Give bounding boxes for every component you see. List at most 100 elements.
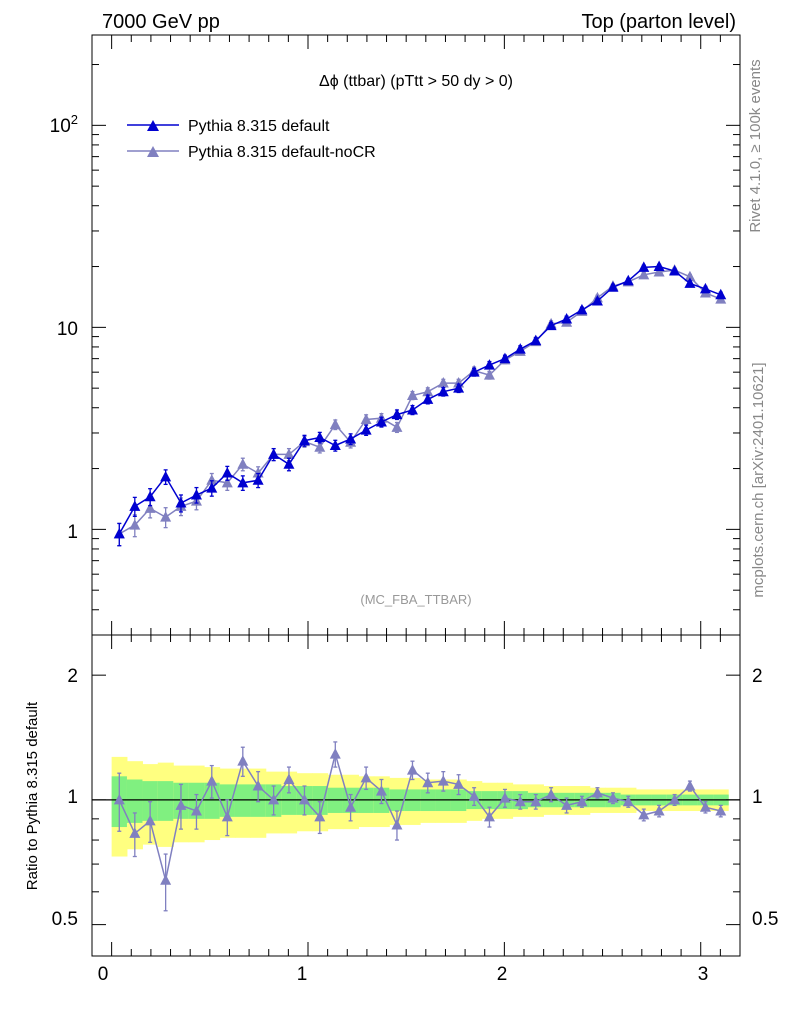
lower-axis-ticks	[92, 35, 740, 956]
ratio-tick-label-2: 2	[67, 666, 78, 687]
upper-axis-ticks	[92, 64, 740, 636]
default-point	[190, 488, 202, 500]
default-point	[360, 424, 372, 435]
default-point	[499, 352, 511, 364]
default-point	[252, 474, 264, 485]
ratio-nocr-point	[190, 805, 202, 816]
ratio-tick-label-1-right: 1	[752, 787, 763, 808]
lower-plot-frame	[91, 634, 741, 957]
ratio-nocr-point	[591, 786, 603, 798]
ratio-nocr-point	[237, 755, 249, 766]
ratio-nocr-point	[206, 775, 218, 786]
ratio-nocr-point	[638, 808, 650, 820]
ratio-nocr-point	[483, 810, 495, 822]
legend-label-default: Pythia 8.315 default	[188, 118, 330, 135]
default-point	[545, 319, 557, 331]
ratio-nocr-point	[345, 801, 357, 812]
default-point	[607, 281, 619, 292]
y-tick-label-100: 102	[50, 112, 78, 137]
default-point	[375, 416, 387, 427]
default-point	[653, 260, 665, 272]
ratio-nocr-point	[576, 795, 588, 807]
ratio-nocr-point	[530, 795, 542, 807]
nocr-point	[391, 421, 403, 432]
ratio-nocr-point	[437, 775, 449, 786]
ratio-nocr-point	[268, 793, 280, 805]
nocr-point	[406, 389, 418, 400]
ratio-nocr-point	[699, 801, 711, 812]
default-point	[591, 295, 603, 306]
ratio-nocr-point	[391, 818, 403, 830]
default-point	[144, 490, 156, 502]
nocr-point	[160, 511, 172, 522]
ratio-nocr-point	[561, 799, 573, 810]
default-point	[483, 359, 495, 370]
rivet-version-label: Rivet 4.1.0, ≥ 100k events	[747, 59, 764, 232]
default-point	[638, 261, 650, 272]
ratio-tick-label-0.5: 0.5	[52, 909, 78, 930]
default-point	[175, 497, 187, 508]
ratio-nocr-point	[113, 793, 125, 805]
ratio-y-axis-label: Ratio to Pythia 8.315 default	[24, 701, 41, 890]
default-point	[715, 288, 727, 300]
default-point	[268, 448, 280, 459]
ratio-nocr-point	[160, 874, 172, 885]
nocr-point	[237, 458, 249, 469]
nocr-point	[283, 448, 295, 459]
nocr-point	[144, 502, 156, 513]
nocr-point	[329, 418, 341, 430]
band-inner-segment	[157, 781, 174, 821]
ratio-nocr-point	[622, 795, 634, 807]
ratio-nocr-point	[453, 778, 465, 789]
default-point	[669, 265, 681, 276]
default-point	[345, 433, 357, 444]
nocr-point	[437, 377, 449, 388]
ratio-nocr-point	[406, 764, 418, 775]
legend-marker-nocr	[147, 146, 159, 157]
ratio-nocr-point	[221, 810, 233, 822]
default-point	[561, 312, 573, 324]
band-inner-segment	[142, 781, 159, 821]
default-point	[530, 334, 542, 346]
header-process: 7000 GeV pp	[102, 11, 220, 33]
nocr-point	[653, 265, 665, 277]
legend: Pythia 8.315 default Pythia 8.315 defaul…	[127, 118, 376, 161]
default-point	[699, 282, 711, 294]
ratio-tick-label-1: 1	[67, 787, 78, 808]
y-tick-label-10: 10	[57, 319, 78, 340]
ratio-nocr-point	[329, 748, 341, 759]
default-point	[684, 277, 696, 288]
nocr-point	[314, 441, 326, 452]
upper-series-group	[113, 260, 727, 547]
ratio-nocr-line	[118, 751, 721, 881]
ratio-nocr-point	[375, 785, 387, 796]
plot-title: Δϕ (ttbar) (pTtt > 50 dy > 0)	[319, 73, 513, 90]
nocr-point	[221, 476, 233, 488]
default-point	[391, 408, 403, 420]
default-point	[221, 467, 233, 478]
ratio-nocr-point	[468, 790, 480, 801]
ratio-nocr-point	[499, 792, 511, 803]
nocr-point	[129, 519, 141, 530]
default-line	[118, 265, 722, 535]
default-point	[283, 458, 295, 469]
default-point	[468, 366, 480, 377]
legend-label-nocr: Pythia 8.315 default-noCR	[188, 144, 376, 161]
default-point	[113, 527, 125, 539]
ratio-nocr-point	[252, 780, 264, 791]
x-tick-label-0: 0	[98, 964, 109, 985]
ratio-nocr-point	[283, 773, 295, 784]
ratio-nocr-point	[715, 805, 727, 816]
ratio-nocr-point	[653, 805, 665, 816]
nocr-point	[483, 369, 495, 380]
ratio-nocr-point	[360, 771, 372, 783]
nocr-point	[422, 385, 434, 397]
default-point	[622, 274, 634, 286]
x-tick-label-1: 1	[297, 964, 308, 985]
default-point	[206, 482, 218, 493]
uncertainty-band	[92, 756, 740, 857]
default-point	[453, 382, 465, 393]
ratio-nocr-point	[422, 776, 434, 788]
legend-marker-default	[147, 120, 159, 131]
